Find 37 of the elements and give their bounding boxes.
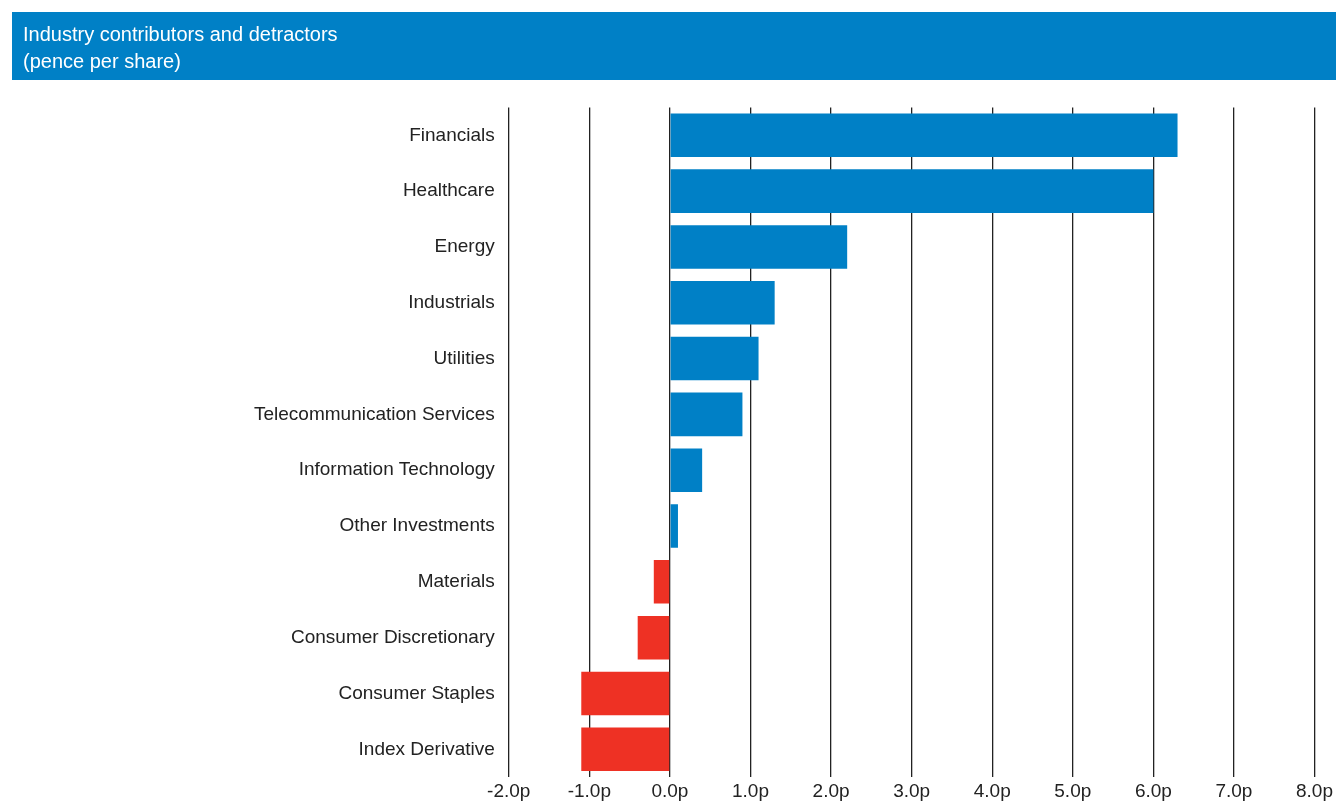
y-tick-label: Utilities — [433, 346, 495, 368]
y-tick-label: Financials — [409, 123, 495, 145]
bar — [637, 615, 670, 660]
bar — [670, 448, 703, 492]
bar — [670, 169, 1154, 213]
bar — [670, 113, 1178, 158]
x-tick-label: 7.0p — [1215, 779, 1253, 801]
bar — [670, 336, 759, 381]
x-tick-label: -1.0p — [567, 779, 611, 801]
y-tick-label: Industrials — [408, 290, 495, 312]
text: Industry contributors and detractors — [23, 22, 339, 47]
bar — [581, 727, 670, 772]
x-tick-label: 1.0p — [732, 779, 769, 801]
bar — [653, 560, 670, 604]
x-tick-label: 4.0p — [973, 779, 1011, 801]
y-tick-label: Materials — [417, 570, 495, 592]
bar — [670, 225, 848, 269]
x-tick-label: 6.0p — [1134, 779, 1172, 801]
x-tick-label: 3.0p — [893, 779, 931, 801]
x-tick-label: 8.0p — [1296, 779, 1333, 801]
y-tick-label: Consumer Discretionary — [290, 625, 496, 647]
bar — [670, 280, 775, 325]
y-tick-label: Other Investments — [339, 514, 495, 536]
bar — [670, 392, 743, 437]
bar — [581, 671, 670, 716]
text: (pence per share) — [23, 49, 182, 74]
y-tick-label: Index Derivative — [358, 737, 495, 759]
x-tick-label: 2.0p — [812, 779, 850, 801]
x-tick-label: 0.0p — [651, 779, 689, 801]
bar — [670, 504, 678, 548]
x-tick-label: 5.0p — [1054, 779, 1092, 801]
y-tick-label: Telecommunication Services — [254, 402, 495, 424]
y-tick-label: Energy — [434, 235, 496, 257]
y-tick-label: Information Technology — [298, 458, 496, 480]
y-tick-label: Consumer Staples — [338, 681, 495, 703]
y-tick-label: Healthcare — [402, 179, 495, 201]
x-tick-label: -2.0p — [487, 779, 531, 801]
